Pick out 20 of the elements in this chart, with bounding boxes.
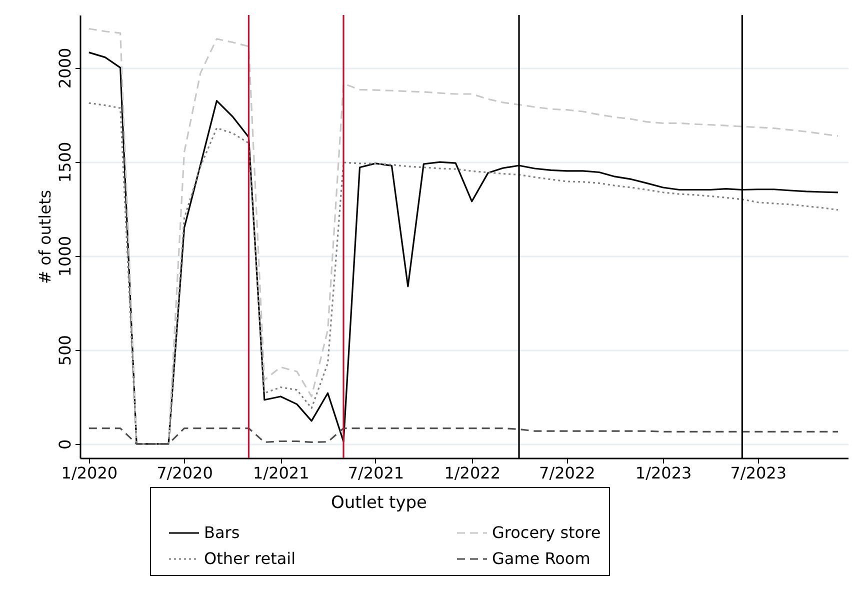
x-tick-label: 7/2021 <box>348 464 404 482</box>
legend-label: Game Room <box>492 549 590 568</box>
line-series <box>88 427 839 445</box>
legend-title: Outlet type <box>330 493 428 513</box>
y-tick-label: 0 <box>56 439 74 450</box>
x-tick-label: 1/2020 <box>61 464 118 482</box>
x-tick-label: 7/2020 <box>156 464 213 482</box>
x-tick-label: 1/2022 <box>444 464 501 482</box>
legend-label: Other retail <box>204 549 296 568</box>
legend-label: Grocery store <box>492 523 601 542</box>
x-tick-label: 1/2023 <box>635 464 692 482</box>
x-tick-label: 1/2021 <box>252 464 310 482</box>
y-tick-label: 1500 <box>56 142 74 183</box>
x-tick-label: 7/2023 <box>730 464 787 482</box>
y-axis-title: # of outlets <box>36 190 54 284</box>
y-tick-label: 2000 <box>56 48 74 89</box>
y-tick-label: 500 <box>56 335 74 366</box>
legend-label: Bars <box>204 523 240 542</box>
x-tick-label: 7/2022 <box>539 464 596 482</box>
y-tick-label: 1000 <box>56 236 74 277</box>
